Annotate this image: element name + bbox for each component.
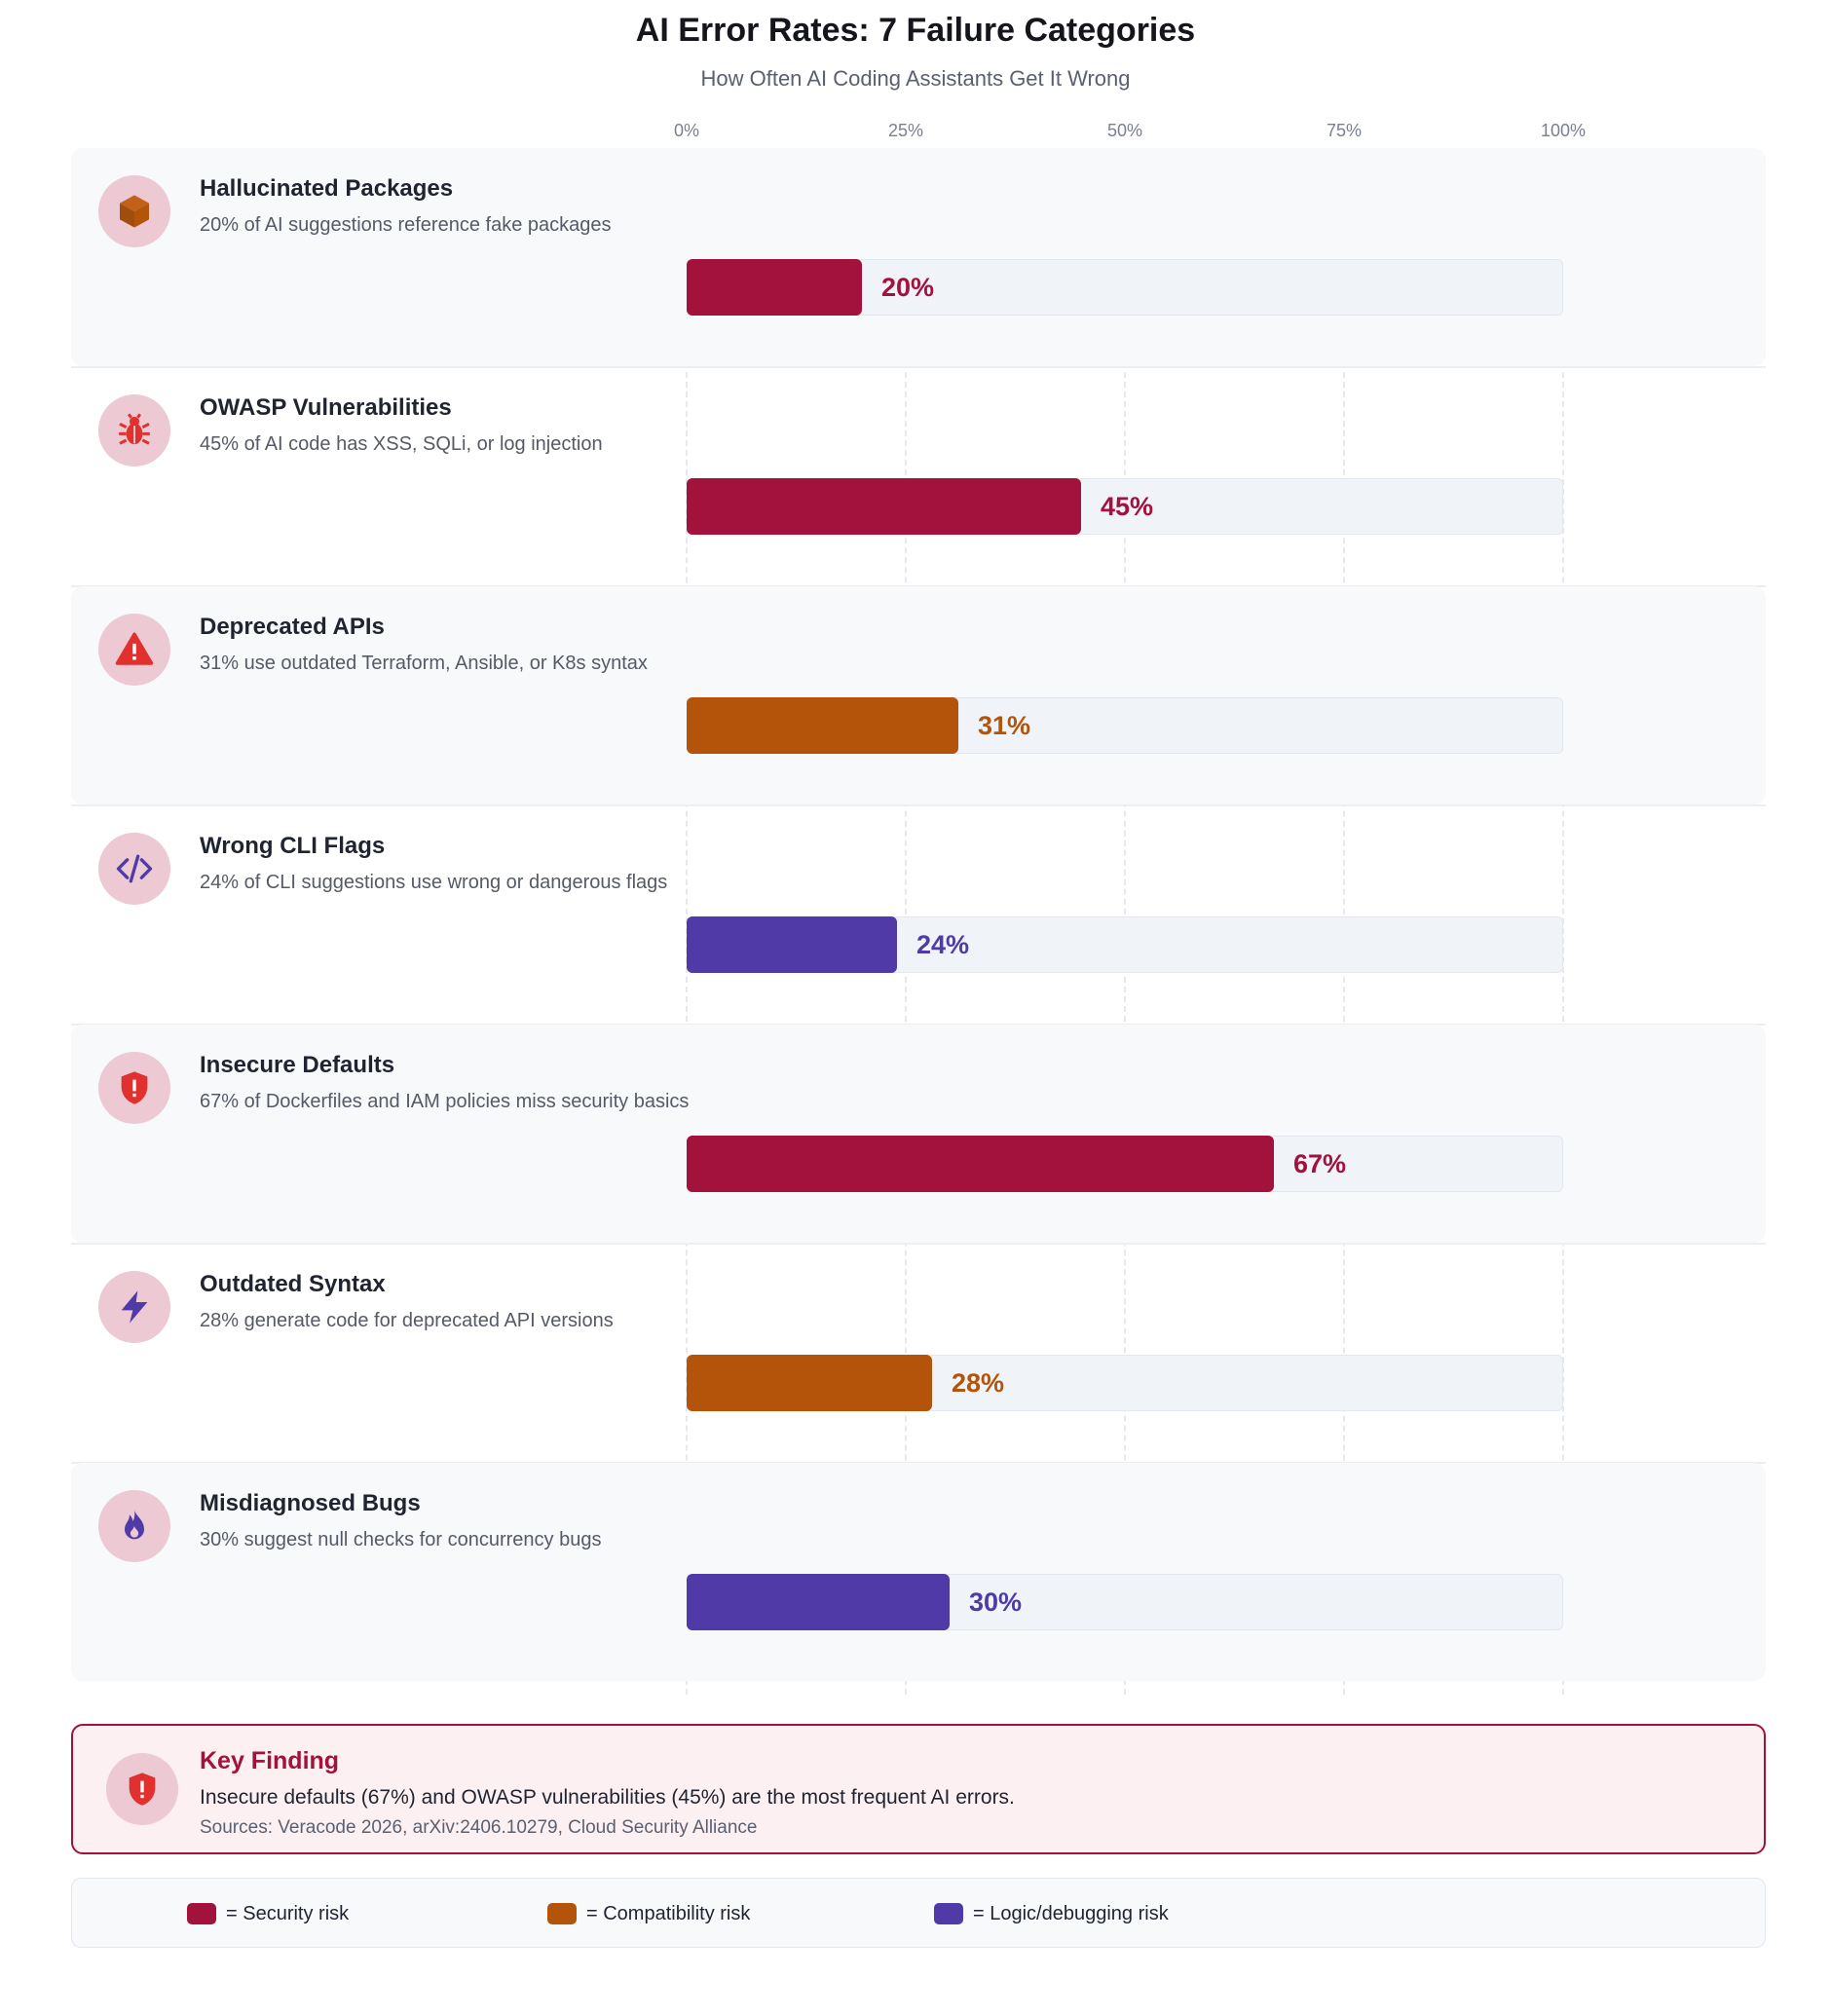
flame-icon — [98, 1490, 170, 1562]
bar — [687, 478, 1081, 535]
bar-value-label: 31% — [978, 711, 1031, 740]
x-tick-label: 0% — [673, 121, 700, 140]
bar — [687, 916, 897, 973]
bar — [687, 1355, 932, 1411]
category-name: Deprecated APIs — [200, 614, 385, 640]
category-description: 31% use outdated Terraform, Ansible, or … — [200, 653, 648, 674]
category-description: 30% suggest null checks for concurrency … — [200, 1529, 602, 1550]
category-name: OWASP Vulnerabilities — [200, 394, 452, 421]
x-tick-label: 50% — [1106, 121, 1143, 140]
bar-value-label: 30% — [969, 1587, 1023, 1617]
shield-alert-icon — [98, 1052, 170, 1124]
legend-label-security: = Security risk — [226, 1902, 350, 1924]
key-finding-callout: Key Finding Insecure defaults (67%) and … — [71, 1724, 1766, 1854]
legend-label-logic: = Logic/debugging risk — [973, 1902, 1169, 1924]
bar — [687, 1136, 1274, 1192]
legend-swatch-security — [187, 1903, 216, 1924]
key-finding-text: Insecure defaults (67%) and OWASP vulner… — [200, 1786, 1015, 1809]
x-tick-label: 100% — [1540, 121, 1587, 140]
chart-title: AI Error Rates: 7 Failure Categories — [635, 12, 1196, 49]
row-separator — [71, 804, 1766, 806]
bar-value-label: 67% — [1293, 1149, 1347, 1178]
bar-value-label: 45% — [1101, 492, 1154, 521]
chart-subtitle: How Often AI Coding Assistants Get It Wr… — [700, 66, 1131, 91]
category-description: 67% of Dockerfiles and IAM policies miss… — [200, 1091, 690, 1112]
bar — [687, 259, 862, 316]
bar — [687, 1574, 950, 1630]
category-row: Deprecated APIs 31% use outdated Terrafor… — [71, 586, 1766, 804]
key-finding-title: Key Finding — [200, 1747, 340, 1774]
bar-value-label: 24% — [916, 930, 970, 959]
category-row: Wrong CLI Flags 24% of CLI suggestions us… — [71, 805, 1766, 1024]
shield-alert-icon — [106, 1753, 178, 1825]
legend-item-security: = Security risk — [187, 1879, 349, 1949]
bar-value-label: 20% — [881, 273, 935, 302]
bar — [687, 697, 958, 754]
category-row: Outdated Syntax 28% generate code for dep… — [71, 1244, 1766, 1462]
x-tick-label: 75% — [1326, 121, 1363, 140]
legend-item-compatibility: = Compatibility risk — [547, 1879, 750, 1949]
code-icon — [98, 833, 170, 905]
category-name: Wrong CLI Flags — [200, 833, 386, 859]
legend-label-compatibility: = Compatibility risk — [586, 1902, 751, 1924]
bug-icon — [98, 394, 170, 467]
category-name: Hallucinated Packages — [200, 175, 454, 202]
category-row: Hallucinated Packages 20% of AI suggestio… — [71, 148, 1766, 366]
category-description: 20% of AI suggestions reference fake pac… — [200, 214, 612, 236]
category-row: Insecure Defaults 67% of Dockerfiles and … — [71, 1025, 1766, 1243]
legend-item-logic: = Logic/debugging risk — [934, 1879, 1169, 1949]
lightning-icon — [98, 1271, 170, 1343]
row-separator — [71, 1243, 1766, 1245]
category-name: Outdated Syntax — [200, 1271, 386, 1297]
category-description: 45% of AI code has XSS, SQLi, or log inj… — [200, 433, 603, 455]
legend: = Security risk = Compatibility risk = L… — [71, 1878, 1766, 1948]
x-tick-label: 25% — [887, 121, 924, 140]
key-finding-sources: Sources: Veracode 2026, arXiv:2406.10279… — [200, 1817, 758, 1838]
legend-swatch-compatibility — [547, 1903, 577, 1924]
category-name: Insecure Defaults — [200, 1052, 395, 1078]
category-description: 24% of CLI suggestions use wrong or dang… — [200, 872, 668, 893]
package-icon — [98, 175, 170, 247]
category-row: OWASP Vulnerabilities 45% of AI code has … — [71, 367, 1766, 585]
bar-value-label: 28% — [952, 1368, 1005, 1398]
category-description: 28% generate code for deprecated API ver… — [200, 1310, 614, 1331]
legend-swatch-logic — [934, 1903, 963, 1924]
row-separator — [71, 366, 1766, 368]
category-row: Misdiagnosed Bugs 30% suggest null checks… — [71, 1463, 1766, 1681]
category-name: Misdiagnosed Bugs — [200, 1490, 421, 1516]
warning-triangle-icon — [98, 614, 170, 686]
